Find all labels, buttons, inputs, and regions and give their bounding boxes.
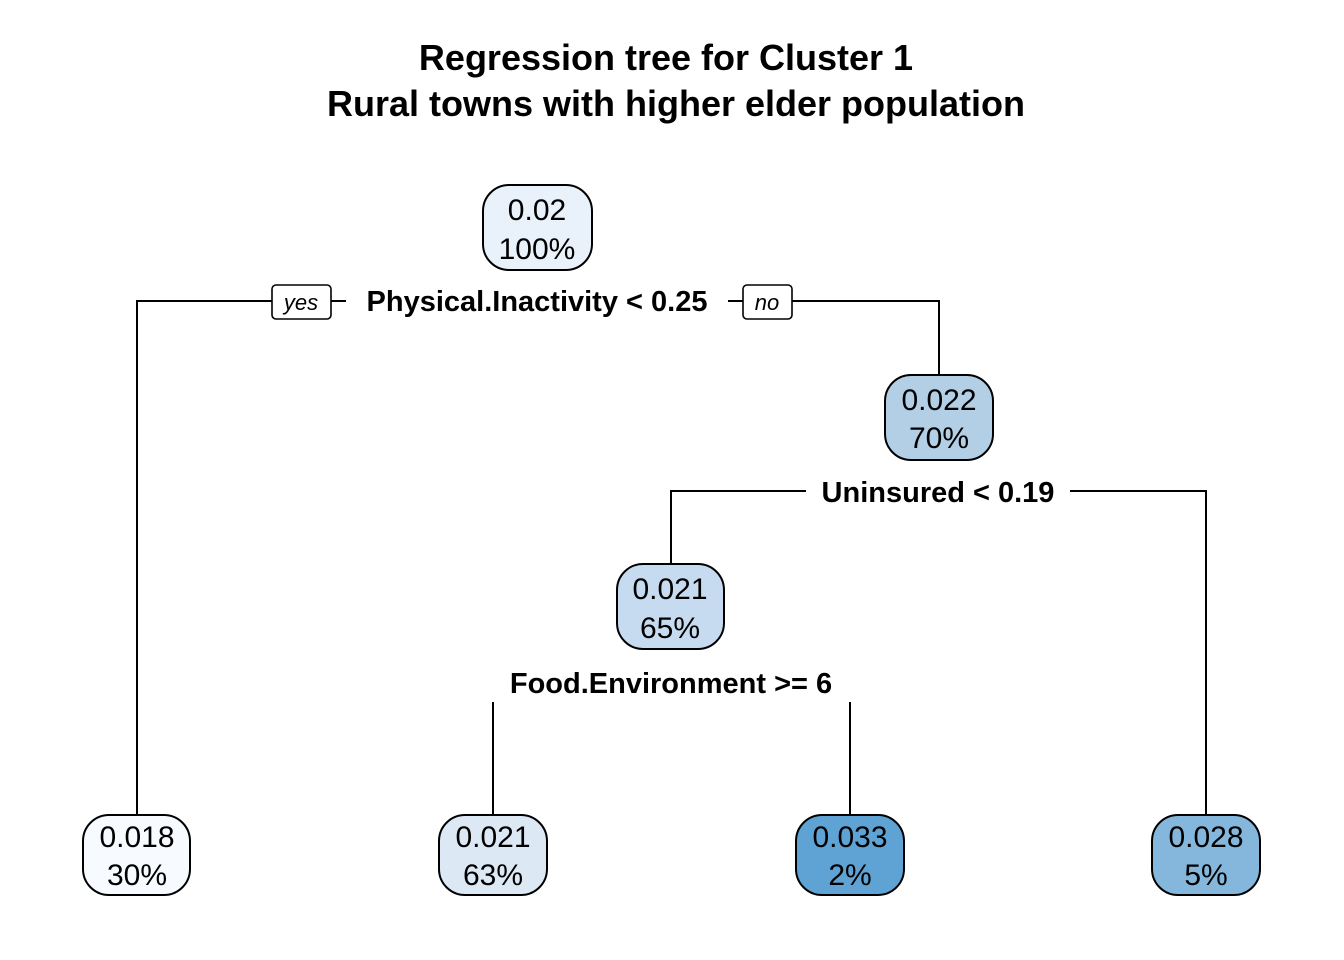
leaf-node-3: 0.033 2% [795, 814, 905, 896]
svg-text:30%: 30% [107, 859, 167, 892]
title-line-2: Rural towns with higher elder population [327, 83, 1025, 124]
leaf-node-1: 0.018 30% [82, 814, 191, 896]
split-food-environment: Food.Environment >= 6 [510, 668, 832, 700]
node-root: 0.02 100% [482, 184, 593, 271]
leaf-node-2: 0.021 63% [438, 814, 548, 896]
leaf-node-4: 0.028 5% [1151, 814, 1261, 896]
svg-text:5%: 5% [1184, 859, 1227, 892]
split-uninsured: Uninsured < 0.19 [822, 477, 1055, 509]
edge-n2-right [1070, 490, 1207, 816]
svg-text:0.018: 0.018 [99, 821, 174, 854]
svg-text:63%: 63% [463, 859, 523, 892]
title-line-1: Regression tree for Cluster 1 [419, 37, 913, 78]
svg-text:no: no [755, 290, 779, 315]
no-label: no [742, 284, 793, 320]
svg-text:100%: 100% [499, 233, 576, 266]
split-physical-inactivity: Physical.Inactivity < 0.25 [367, 286, 708, 318]
svg-text:0.021: 0.021 [455, 821, 530, 854]
svg-text:65%: 65% [640, 612, 700, 645]
svg-text:2%: 2% [828, 859, 871, 892]
tree-edges [136, 300, 1207, 818]
svg-text:0.02: 0.02 [508, 194, 566, 227]
svg-text:0.033: 0.033 [812, 821, 887, 854]
node-n3: 0.021 65% [616, 563, 725, 650]
edge-root-no [792, 300, 940, 377]
edge-n2-left [670, 490, 806, 565]
svg-text:0.021: 0.021 [632, 573, 707, 606]
svg-text:0.028: 0.028 [1168, 821, 1243, 854]
yes-label: yes [271, 284, 332, 320]
node-n2: 0.022 70% [884, 374, 994, 461]
svg-text:70%: 70% [909, 422, 969, 455]
edge-root-yes [136, 300, 272, 818]
svg-text:yes: yes [282, 290, 318, 315]
svg-text:0.022: 0.022 [901, 384, 976, 417]
